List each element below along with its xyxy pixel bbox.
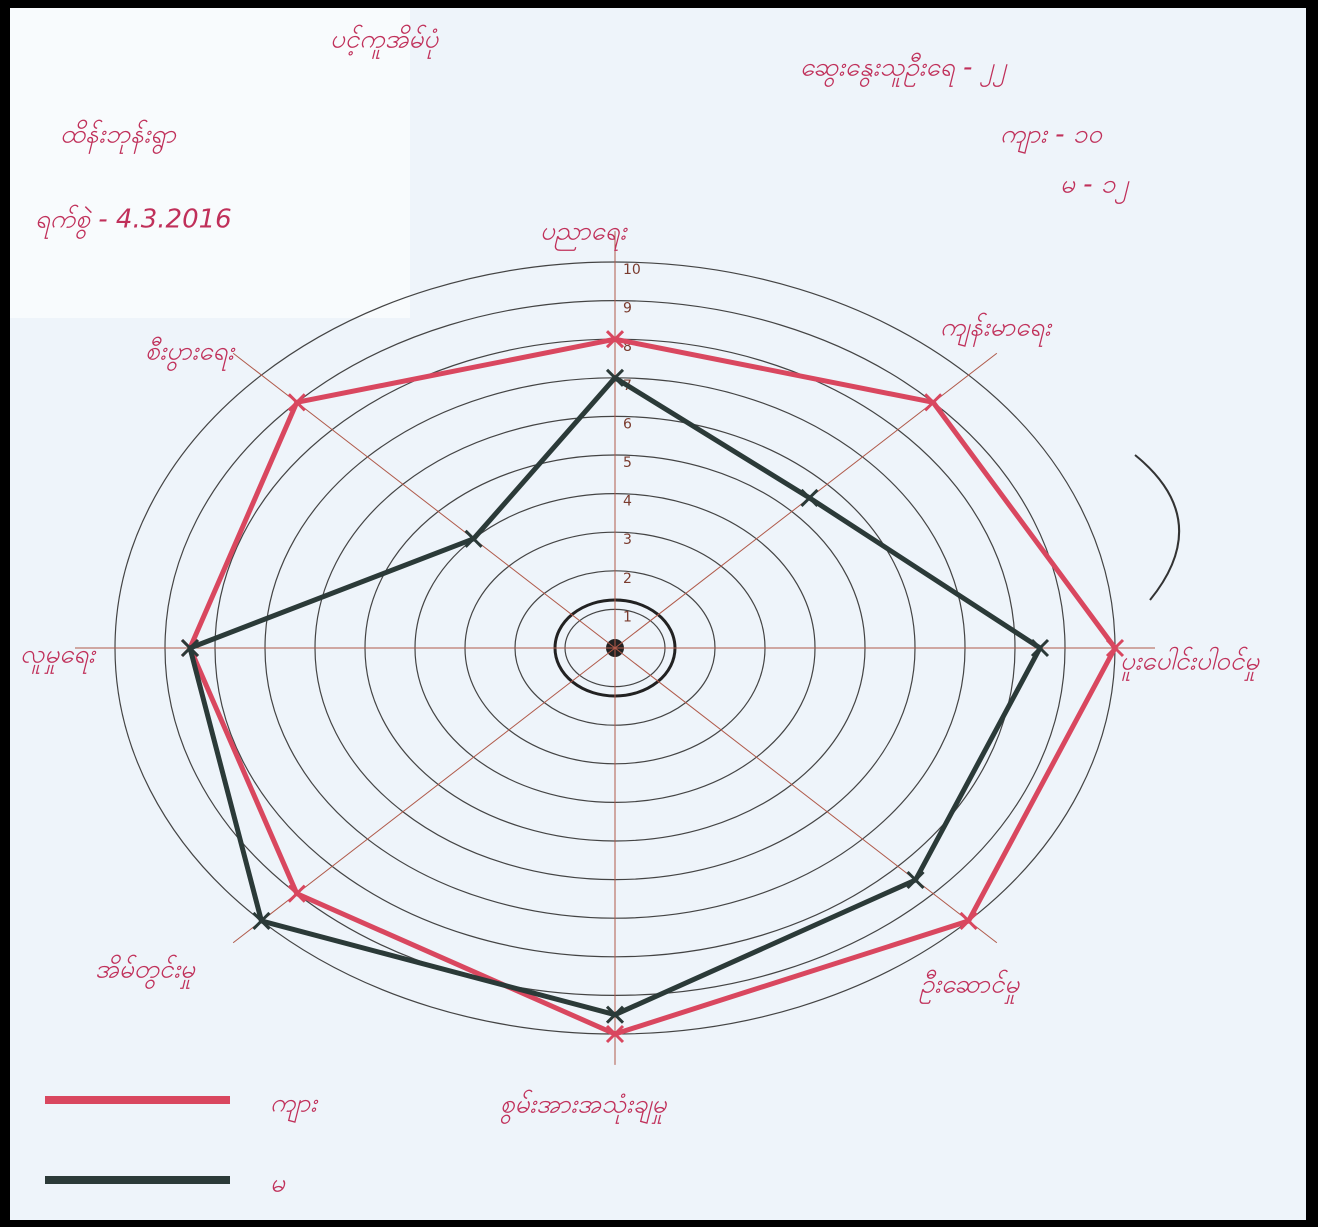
r-tick-label: 10 [623,262,641,278]
axis-label: လူမှုရေး [20,640,97,675]
r-tick-label: 5 [623,455,632,471]
annotation: ကျား - ၁၀ [1000,120,1103,155]
annotation: မ - ၁၂ [1060,170,1130,205]
legend-label: မ [270,1169,286,1199]
axis-label: ကျန်းမာရေး [940,313,1053,348]
chart-title: ပင့်ကူအိမ်ပုံ [330,25,439,60]
chart: ပင့်ကူအိမ်ပုံ ဆွေးနွေးသူဦးရေ - ၂၂ ကျား -… [0,0,1318,1227]
r-tick-label: 1 [623,609,632,625]
axis-label: ဦးဆောင်မှု [919,970,1020,1005]
annotation: ရက်စွဲ - 4.3.2016 [35,205,232,240]
axis-label: အိမ်တွင်းမှု [95,955,196,990]
r-tick-label: 3 [623,532,632,548]
paper-highlight [10,8,410,318]
r-tick-label: 2 [623,571,632,587]
annotation: ထိန်းဘုန်းရွာ [60,120,177,155]
annotation: ဆွေးနွေးသူဦးရေ - ၂၂ [800,53,1008,88]
page: {"chart_data": { "type": "radar", "title… [0,0,1318,1227]
r-tick-label: 9 [623,301,632,317]
axis-label: စီးပွားရေး [145,337,236,372]
axis-label: ပူးပေါင်းပါဝင်မှု [1120,647,1260,682]
legend-label: ကျား [270,1089,319,1124]
axis-label: ပညာရေး [540,217,629,252]
r-tick-label: 6 [623,416,632,432]
r-tick-label: 4 [623,494,632,510]
axis-label: စွမ်းအားအသုံးချမှု [500,1090,668,1125]
